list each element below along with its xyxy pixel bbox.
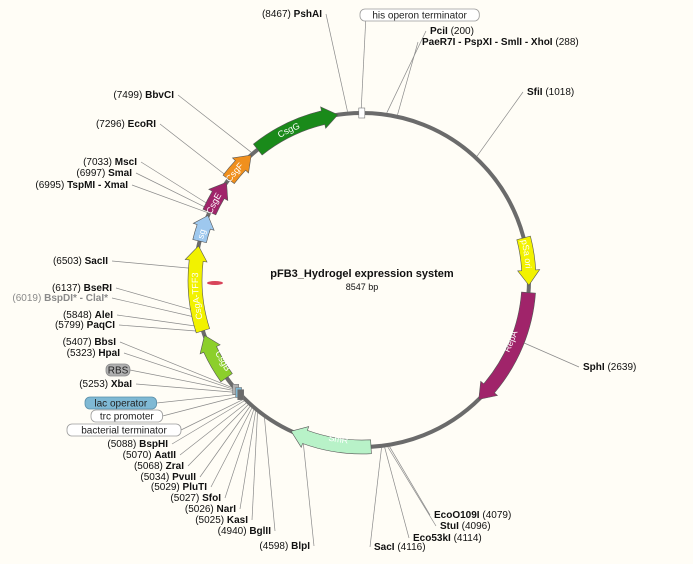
site-leader: [118, 324, 202, 332]
annotation-label: lac operator: [94, 399, 147, 410]
site-label: (7499) BbvCI: [113, 90, 174, 101]
annotation-leader: [360, 14, 367, 112]
annotation-box: [359, 8, 480, 22]
site-leader: [264, 417, 276, 532]
site-leader: [116, 314, 200, 327]
site-leader: [239, 411, 256, 510]
annotation-box: [84, 396, 157, 410]
annotation-box: [90, 409, 163, 423]
site-label: (5029) PluTI: [151, 482, 207, 493]
site-label: SfiI (1018): [527, 87, 574, 98]
site-leader: [177, 94, 252, 153]
site-leader: [302, 438, 315, 547]
site-leader: [519, 340, 580, 368]
site-label: (5025) KasI: [195, 515, 248, 526]
site-label: (5088) BspHI: [107, 439, 168, 450]
annotation-label: trc promoter: [100, 412, 155, 423]
site-leader: [325, 13, 348, 112]
site-label: (5799) PaqCI: [55, 320, 115, 331]
site-label: (7296) EcoRI: [96, 119, 156, 130]
site-labels: (8467) PshAI (7499) BbvCI (7296) EcoRI (703…: [12, 8, 636, 553]
site-label: (7033) MscI: [83, 157, 137, 168]
site-label: (6995) TspMI - XmaI: [35, 180, 128, 191]
site-label: StuI (4096): [440, 521, 491, 532]
plasmid-length: 8547 bp: [346, 282, 379, 292]
site-label: (8467) PshAI: [262, 9, 322, 20]
site-label: (6137) BseRI: [52, 283, 112, 294]
annotation-label: RBS: [108, 366, 129, 377]
annotation-label: bacterial terminator: [81, 426, 167, 437]
annotation-label: his operon terminator: [372, 11, 467, 22]
small-feature-mark: [207, 281, 223, 285]
site-label: SacI (4116): [374, 542, 426, 553]
feature-marker: [237, 389, 244, 401]
feature-arrow: [192, 215, 215, 244]
site-label: (5068) ZraI: [134, 461, 184, 472]
site-leader: [387, 446, 437, 527]
site-leader: [135, 383, 236, 393]
site-label: (6019) BspDI* - ClaI*: [12, 293, 108, 304]
site-label: (5034) PvuII: [140, 472, 196, 483]
annotation-leader: [180, 399, 243, 431]
site-leader: [171, 400, 245, 445]
site-label: (6503) SacII: [53, 256, 108, 267]
site-label: (4598) BlpI: [259, 541, 310, 552]
site-label: SphI (2639): [583, 362, 636, 373]
annotation-leader: [129, 369, 235, 391]
feature-arrow: [199, 334, 233, 383]
site-label: (5026) NarI: [185, 504, 236, 515]
site-leader: [179, 402, 247, 456]
site-label: (5253) XbaI: [79, 379, 132, 390]
feature-markers: [207, 107, 366, 401]
site-leader: [389, 446, 431, 516]
annotation-box: [105, 363, 131, 377]
feature-arrow: [516, 235, 541, 286]
site-label: (5323) HpaI: [67, 348, 121, 359]
site-leader: [384, 447, 410, 539]
site-label: (5027) SfoI: [170, 493, 221, 504]
site-leader: [111, 260, 194, 269]
site-leader: [159, 123, 229, 178]
feature-arrow: [222, 154, 252, 185]
site-label: (5407) BbsI: [63, 337, 117, 348]
plasmid-name: pFB3_Hydrogel expression system: [270, 268, 454, 280]
site-label: PaeR7I - PspXI - SmlI - XhoI (288): [422, 37, 579, 48]
annotation-leader: [156, 393, 238, 404]
site-leader: [187, 404, 249, 467]
site-leader: [111, 297, 198, 318]
site-leader: [397, 41, 419, 115]
feature-label: SmR: [328, 433, 350, 446]
site-label: (5848) AleI: [63, 310, 113, 321]
annotation-leader: [162, 395, 240, 417]
feature-arrow: [478, 291, 536, 400]
site-leader: [386, 30, 427, 113]
site-leader: [115, 287, 196, 312]
site-leader: [210, 407, 253, 488]
site-label: (6997) SmaI: [76, 168, 132, 179]
site-label: EcoO109I (4079): [434, 510, 511, 521]
feature-arrow: [252, 106, 339, 156]
site-leader: [476, 91, 524, 157]
site-label: (5070) AatII: [123, 450, 177, 461]
site-label: PciI (200): [430, 26, 474, 37]
annotation-box: [66, 423, 182, 437]
site-leader: [140, 161, 211, 206]
feature-arrow: [202, 181, 229, 216]
feature-marker: [358, 107, 366, 119]
site-leader: [224, 409, 255, 499]
feature-arrow: [290, 426, 372, 455]
site-leader: [369, 447, 382, 548]
feature-arrow: [184, 245, 210, 334]
site-leader: [199, 406, 251, 478]
site-leader: [131, 184, 208, 213]
leader-lines: [111, 13, 580, 548]
site-leader: [135, 172, 209, 210]
site-leader: [119, 341, 232, 388]
site-leader: [251, 412, 258, 521]
site-leader: [123, 352, 234, 390]
site-label: Eco53kI (4114): [413, 533, 482, 544]
site-label: (4940) BglII: [218, 526, 272, 537]
